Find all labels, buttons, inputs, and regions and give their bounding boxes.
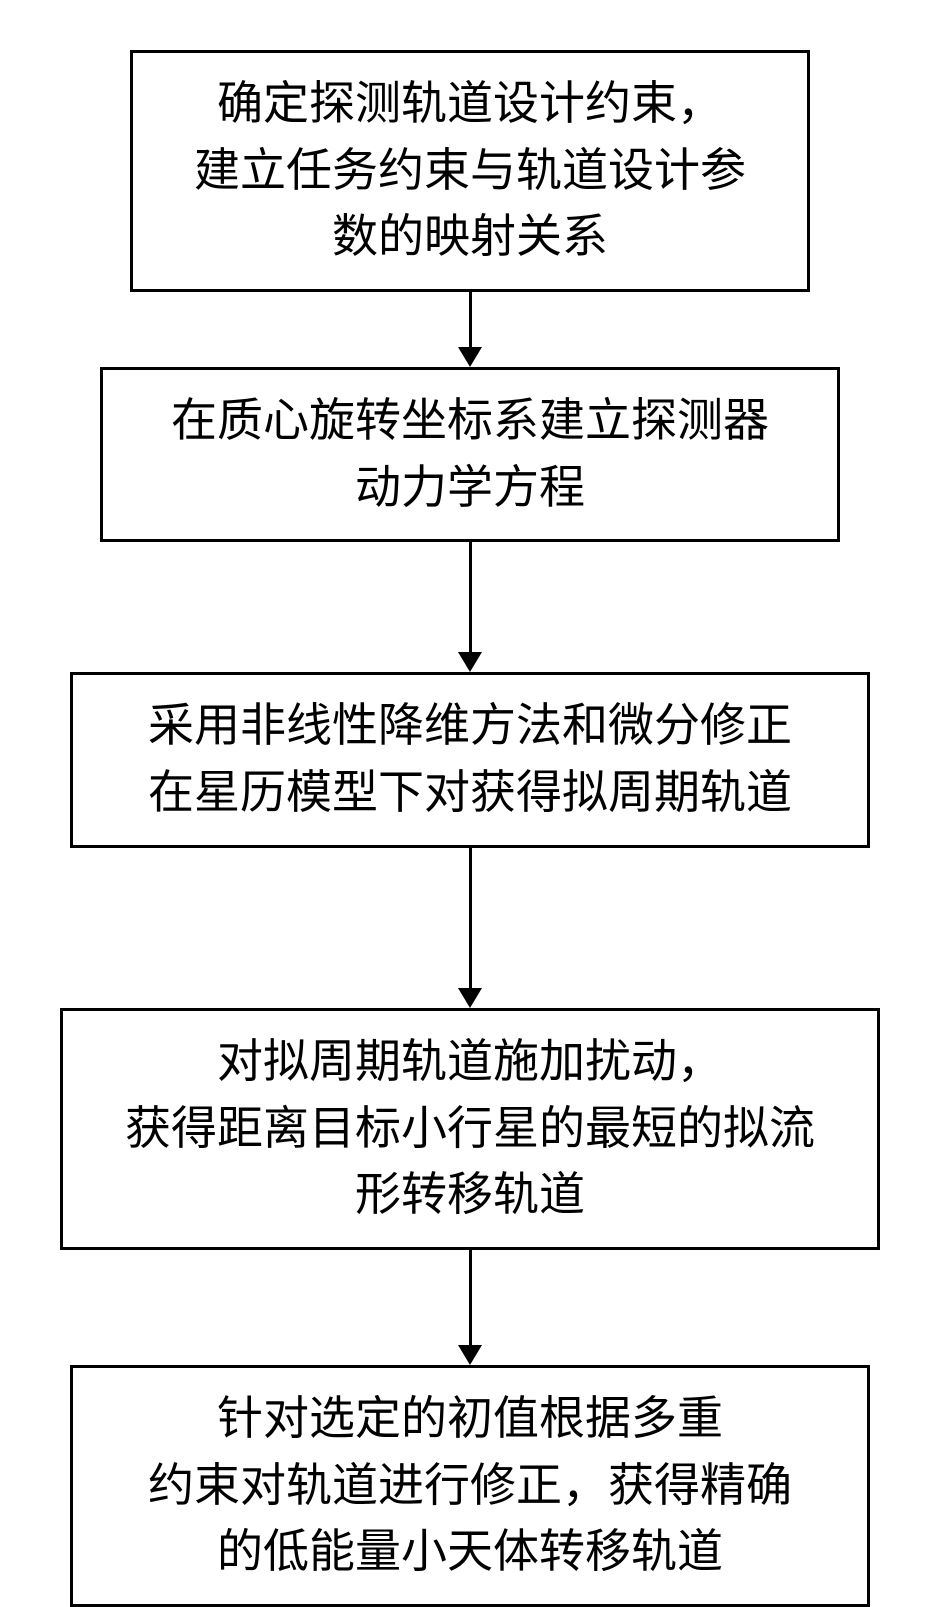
node-text-line: 确定探测轨道设计约束， [158,71,782,138]
arrow-line [469,542,472,652]
arrow-head-icon [458,347,482,367]
node-text-line: 对拟周期轨道施加扰动， [88,1029,852,1096]
flowchart-node-2: 在质心旋转坐标系建立探测器 动力学方程 [100,367,840,542]
arrow-head-icon [458,652,482,672]
arrow-line [469,1250,472,1345]
node-text-line: 形转移轨道 [88,1162,852,1229]
arrow-head-icon [458,988,482,1008]
flowchart-node-3: 采用非线性降维方法和微分修正 在星历模型下对获得拟周期轨道 [70,672,870,847]
node-text-line: 针对选定的初值根据多重 [98,1386,842,1453]
flowchart-arrow [458,292,482,367]
arrow-line [469,292,472,347]
flowchart-node-1: 确定探测轨道设计约束， 建立任务约束与轨道设计参 数的映射关系 [130,50,810,292]
node-text-line: 约束对轨道进行修正，获得精确 [98,1453,842,1520]
flowchart-node-4: 对拟周期轨道施加扰动， 获得距离目标小行星的最短的拟流 形转移轨道 [60,1008,880,1250]
node-text-line: 建立任务约束与轨道设计参 [158,138,782,205]
flowchart-arrow [458,848,482,1008]
flowchart-node-5: 针对选定的初值根据多重 约束对轨道进行修正，获得精确 的低能量小天体转移轨道 [70,1365,870,1607]
node-text-line: 的低能量小天体转移轨道 [98,1519,842,1586]
flowchart-container: 确定探测轨道设计约束， 建立任务约束与轨道设计参 数的映射关系 在质心旋转坐标系… [60,50,880,1607]
node-text-line: 数的映射关系 [158,204,782,271]
flowchart-arrow [458,542,482,672]
node-text-line: 在星历模型下对获得拟周期轨道 [98,760,842,827]
node-text-line: 在质心旋转坐标系建立探测器 [128,388,812,455]
node-text-line: 采用非线性降维方法和微分修正 [98,693,842,760]
node-text-line: 获得距离目标小行星的最短的拟流 [88,1096,852,1163]
arrow-head-icon [458,1345,482,1365]
arrow-line [469,848,472,988]
node-text-line: 动力学方程 [128,455,812,522]
flowchart-arrow [458,1250,482,1365]
